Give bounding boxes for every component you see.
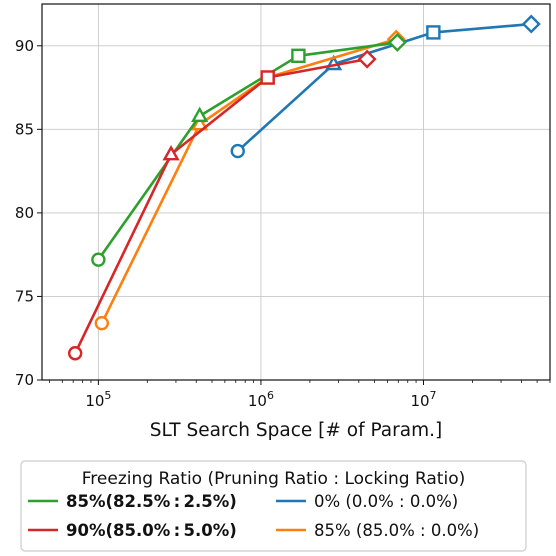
data-point <box>291 48 306 64</box>
plot-frame <box>41 3 551 381</box>
legend-entry: 90%(85.0% : 5.0%) <box>28 521 237 540</box>
series-line <box>236 22 532 153</box>
legend-label: 0% (0.0% : 0.0%) <box>314 492 458 511</box>
data-point <box>260 70 275 85</box>
series-line <box>74 57 368 354</box>
legend-entry: 85%(82.5% : 2.5%) <box>28 492 237 511</box>
data-point <box>191 106 209 122</box>
x-axis-title: SLT Search Space [# of Param.] <box>150 420 442 441</box>
legend-entries: 85%(82.5% : 2.5%) 0% (0.0% : 0.0%) 90%(85.… <box>28 492 479 540</box>
data-point <box>387 32 407 52</box>
y-tick-label: 75 <box>15 287 34 305</box>
y-tick-label: 85 <box>15 120 34 138</box>
legend-box <box>20 460 527 552</box>
data-point <box>67 346 83 361</box>
x-tick-label: 107 <box>410 389 436 410</box>
series-line <box>97 41 398 261</box>
grid <box>42 4 550 381</box>
y-tick-label: 80 <box>15 204 34 222</box>
data-point <box>357 49 377 69</box>
data-point <box>191 114 209 131</box>
series-0 <box>230 14 541 159</box>
x-tick-label: 105 <box>85 389 111 410</box>
data-point <box>230 143 245 159</box>
data-point <box>91 252 106 267</box>
series-line <box>100 37 397 324</box>
data-point <box>162 145 180 161</box>
data-point <box>94 315 110 331</box>
y-tick-label: 70 <box>15 371 34 389</box>
series-1 <box>94 29 406 331</box>
legend-label: 85%(82.5% : 2.5%) <box>66 492 237 511</box>
data-point <box>426 25 441 40</box>
legend-title: Freezing Ratio (Pruning Ratio : Locking … <box>82 469 465 489</box>
series-3 <box>67 49 377 361</box>
legend-label: 85% (85.0% : 0.0%) <box>314 521 479 540</box>
series-2 <box>91 32 407 267</box>
plot-series <box>67 14 541 361</box>
legend: Freezing Ratio (Pruning Ratio : Locking … <box>20 460 527 552</box>
data-point <box>521 14 541 34</box>
legend-label: 90%(85.0% : 5.0%) <box>66 521 237 540</box>
legend-entry: 0% (0.0% : 0.0%) <box>276 492 458 511</box>
y-tick-label: 90 <box>15 37 34 55</box>
x-tick-label: 106 <box>248 389 274 410</box>
legend-entry: 85% (85.0% : 0.0%) <box>276 521 479 540</box>
axis-ticks: 70 75 80 85 90 105 106 107 <box>15 37 551 410</box>
